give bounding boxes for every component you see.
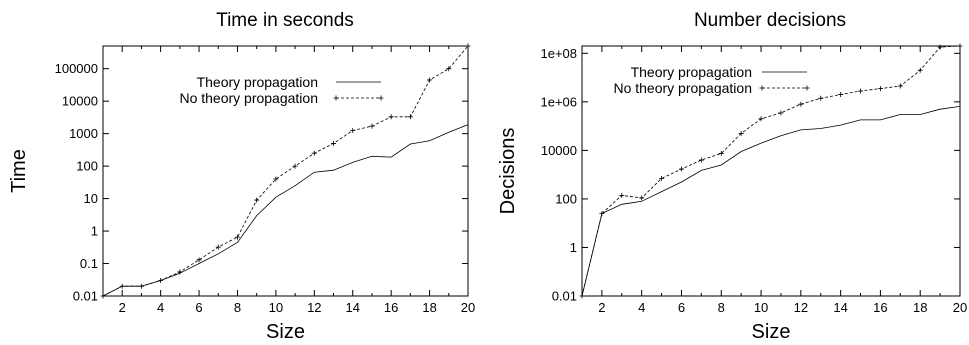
- x-tick-label: 18: [913, 300, 927, 315]
- y-tick-label: 1e+06: [540, 94, 577, 109]
- data-point-marker: [234, 234, 240, 240]
- data-point-marker: [917, 67, 923, 73]
- series-line-2: [581, 45, 961, 297]
- x-tick-label: 14: [346, 300, 360, 315]
- x-axis-label: Size: [266, 321, 305, 343]
- x-tick-label: 6: [678, 300, 685, 315]
- data-point-marker: [957, 43, 963, 49]
- y-tick-label: 0.1: [80, 256, 98, 271]
- plot-frame: [102, 45, 469, 297]
- chart-2: Number decisions Decisions Size 2 4 6 8 10 12 14 1…: [497, 10, 967, 343]
- y-tick-label: 1: [91, 224, 98, 239]
- x-tick-label: 16: [873, 300, 887, 315]
- y-tick-label: 100000: [55, 61, 98, 76]
- x-tick-label: 4: [638, 300, 645, 315]
- data-point-marker: [877, 86, 883, 92]
- x-tick-label: 2: [598, 300, 605, 315]
- x-tick-label: 20: [953, 300, 967, 315]
- x-tick-label: 16: [384, 300, 398, 315]
- data-point-marker: [158, 278, 164, 284]
- data-point-marker: [350, 127, 356, 133]
- x-tick-label: 8: [718, 300, 725, 315]
- legend-label: No theory propagation: [613, 80, 752, 96]
- data-point-marker: [678, 166, 684, 172]
- y-tick-label: 10000: [541, 143, 577, 158]
- x-tick-label: 8: [234, 300, 241, 315]
- data-point-marker: [838, 92, 844, 98]
- x-tick-label: 18: [422, 300, 436, 315]
- legend-marker: [804, 85, 810, 91]
- y-tick-label: 1e+08: [540, 46, 577, 61]
- data-point-marker: [758, 116, 764, 122]
- chart-title: Time in seconds: [216, 10, 354, 31]
- data-point-marker: [119, 283, 125, 289]
- data-point-marker: [177, 269, 183, 275]
- y-tick-label: 0.01: [73, 289, 98, 304]
- legend-label: Theory propagation: [197, 74, 318, 90]
- data-point-marker: [619, 192, 625, 198]
- data-point-marker: [718, 150, 724, 156]
- data-point-marker: [579, 293, 585, 299]
- data-point-marker: [388, 114, 394, 120]
- data-point-marker: [698, 157, 704, 163]
- data-point-marker: [818, 95, 824, 101]
- plot-frame: [581, 45, 961, 297]
- x-tick-label: 14: [833, 300, 847, 315]
- data-point-marker: [858, 88, 864, 94]
- data-point-marker: [215, 244, 221, 250]
- series-line-2: [102, 45, 469, 297]
- data-point-marker: [639, 195, 645, 201]
- y-tick-label: 1000: [69, 126, 98, 141]
- x-tick-label: 6: [195, 300, 202, 315]
- data-point-marker: [100, 293, 106, 299]
- data-point-marker: [331, 140, 337, 146]
- x-tick-label: 20: [461, 300, 475, 315]
- data-point-marker: [599, 211, 605, 217]
- y-tick-label: 0.01: [552, 289, 577, 304]
- chart-title: Number decisions: [694, 10, 846, 31]
- y-tick-label: 10: [84, 191, 98, 206]
- y-axis-label: Time: [8, 149, 30, 193]
- y-tick-label: 100: [555, 191, 577, 206]
- data-point-marker: [778, 110, 784, 116]
- legend-label: Theory propagation: [631, 64, 752, 80]
- data-point-marker: [937, 44, 943, 50]
- y-tick-label: 1: [570, 240, 577, 255]
- data-point-marker: [369, 123, 375, 129]
- data-point-marker: [659, 175, 665, 181]
- legend-marker: [759, 85, 765, 91]
- x-tick-label: 10: [754, 300, 768, 315]
- x-tick-label: 2: [119, 300, 126, 315]
- data-point-marker: [446, 66, 452, 72]
- data-point-marker: [254, 197, 260, 203]
- data-point-marker: [138, 283, 144, 289]
- series-line-1: [102, 124, 469, 297]
- legend-marker: [378, 95, 384, 101]
- data-point-marker: [427, 77, 433, 83]
- data-point-marker: [465, 43, 471, 49]
- y-tick-label: 100: [76, 159, 98, 174]
- data-point-marker: [292, 163, 298, 169]
- y-tick-label: 10000: [62, 94, 98, 109]
- x-tick-label: 12: [307, 300, 321, 315]
- chart-1: Time in seconds Time Size 2 4 6 8 10 12 14 16 18 20 0…: [8, 10, 475, 343]
- x-tick-label: 4: [157, 300, 164, 315]
- x-axis-label: Size: [752, 321, 791, 343]
- data-point-marker: [311, 150, 317, 156]
- x-tick-label: 12: [794, 300, 808, 315]
- x-tick-label: 10: [269, 300, 283, 315]
- data-point-marker: [798, 101, 804, 107]
- y-axis-label: Decisions: [497, 128, 519, 215]
- data-point-marker: [897, 83, 903, 89]
- legend-label: No theory propagation: [179, 90, 318, 106]
- legend-marker: [333, 95, 339, 101]
- data-point-marker: [407, 114, 413, 120]
- series-line-1: [581, 106, 961, 297]
- data-point-marker: [273, 176, 279, 182]
- data-point-marker: [196, 257, 202, 263]
- data-point-marker: [738, 130, 744, 136]
